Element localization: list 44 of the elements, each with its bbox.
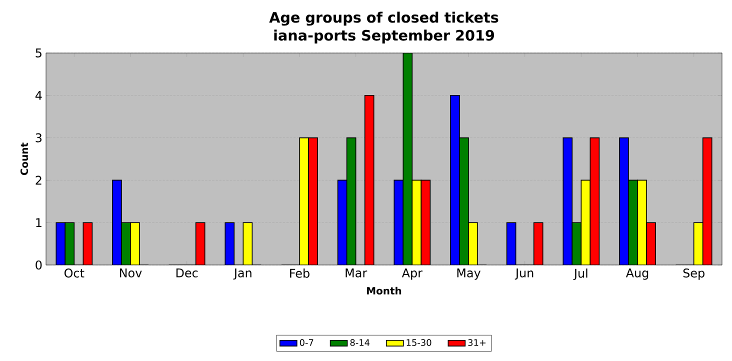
bar [346,137,356,265]
legend-label: 0-7 [300,339,314,346]
chart-subtitle: iana-ports September 2019 [274,30,494,44]
bar [420,180,431,265]
y-tick-label: 1 [36,218,42,227]
bar [581,180,590,265]
bar [64,222,75,265]
bar [402,53,413,265]
bar [412,180,422,265]
x-tick-label: Jan [233,268,252,280]
bar [82,222,93,265]
y-tick-label: 4 [35,91,42,100]
bar [563,138,572,265]
bar [195,222,206,265]
x-tick-label: Jun [514,268,534,280]
x-tick-label: Oct [64,268,84,278]
bar [224,222,235,265]
x-tick-label: Dec [176,268,198,278]
x-axis-title: Month [367,286,402,295]
bar [337,180,348,265]
x-tick-label: Nov [120,268,142,278]
x-tick-label: Jul [573,268,588,280]
x-tick-label: Feb [290,268,310,278]
y-tick-label: 3 [36,133,42,142]
bar [394,180,404,265]
x-tick-label: Mar [346,268,368,278]
y-tick-label: 5 [36,48,42,58]
bar [506,222,516,265]
x-tick-label: Aug [626,268,648,280]
legend-label: 31+ [468,339,486,346]
bar [590,138,600,265]
y-tick-label: 2 [36,176,42,185]
x-tick-label: Apr [402,268,423,280]
bar [572,222,582,265]
x-tick-label: Sep [683,268,704,280]
legend-label: 8-14 [350,339,370,346]
y-axis-title: Count [20,142,28,176]
bar [693,222,704,265]
legend-label: 15-30 [406,339,432,346]
y-tick-label: 0 [36,260,42,270]
bar [56,222,66,265]
chart-title: Age groups of closed tickets [269,12,498,26]
x-tick-label: May [457,268,481,280]
bar [242,222,253,265]
